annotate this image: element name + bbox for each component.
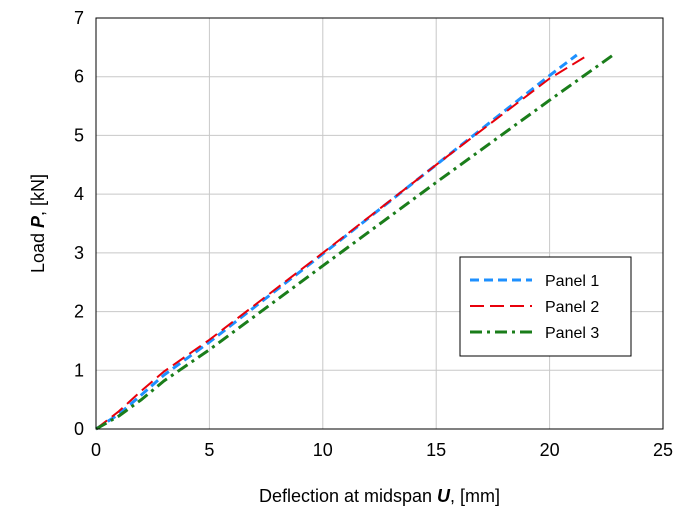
legend-box: [459, 256, 632, 357]
y-tick-label: 1: [74, 360, 84, 380]
x-tick-label: 0: [91, 440, 101, 460]
y-tick-label: 6: [74, 67, 84, 87]
plot-frame: [95, 17, 664, 430]
legend-label-3: Panel 3: [545, 325, 599, 342]
y-tick-label: 0: [74, 419, 84, 439]
y-tick-label: 7: [74, 8, 84, 28]
grid: [96, 18, 663, 429]
x-tick-label: 25: [653, 440, 673, 460]
y-axis-label: Load P, [kN]: [28, 174, 48, 273]
tick-labels: 0 5 10 15 20 25 0 1 2 3 4 5 6 7: [74, 8, 673, 460]
series-line-1: [95, 53, 578, 431]
series-line-2: [95, 54, 589, 430]
y-tick-label: 2: [74, 302, 84, 322]
x-tick-label: 10: [313, 440, 333, 460]
axis-label-part: , [kN]: [28, 174, 48, 216]
y-tick-label: 3: [74, 243, 84, 263]
axis-label-part: , [mm]: [450, 486, 500, 506]
legend-label-2: Panel 2: [545, 299, 599, 316]
x-tick-label: 20: [540, 440, 560, 460]
x-tick-label: 15: [426, 440, 446, 460]
axis-label-part: Deflection at midspan: [259, 486, 437, 506]
series-layer: [95, 53, 614, 431]
series-line-3: [95, 53, 614, 431]
axis-label-part: P: [28, 215, 48, 228]
x-axis-label: Deflection at midspan U, [mm]: [259, 486, 500, 506]
axis-label-part: Load: [28, 228, 48, 273]
y-tick-label: 5: [74, 125, 84, 145]
axis-label-part: U: [437, 486, 451, 506]
legend: Panel 1 Panel 2 Panel 3: [459, 256, 632, 357]
legend-label-1: Panel 1: [545, 273, 599, 290]
x-tick-label: 5: [204, 440, 214, 460]
y-tick-label: 4: [74, 184, 84, 204]
